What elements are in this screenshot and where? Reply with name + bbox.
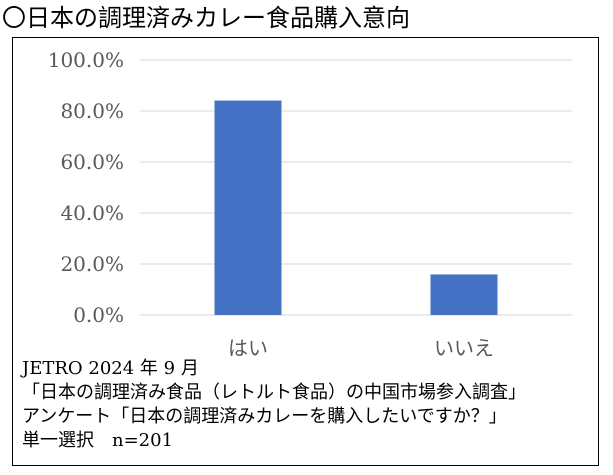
y-tick-label: 100.0% — [48, 48, 124, 72]
chart-title: 〇日本の調理済みカレー食品購入意向 — [2, 4, 410, 32]
x-tick-label: いいえ — [434, 336, 494, 360]
x-tick-label: はい — [228, 336, 268, 360]
bar — [214, 100, 282, 315]
sample-info-line: 単一選択 n=201 — [22, 430, 174, 451]
y-tick-label: 80.0% — [60, 99, 124, 123]
survey-title-line: 「日本の調理済み食品（レトルト食品）の中国市場参入調査」 — [22, 382, 526, 403]
chart-frame — [12, 37, 599, 466]
source-line: JETRO 2024 年 9 月 — [22, 358, 199, 379]
y-tick-label: 40.0% — [60, 201, 124, 225]
y-tick-label: 20.0% — [60, 252, 124, 276]
survey-question-line: アンケート「日本の調理済みカレーを購入したいですか？」 — [22, 406, 507, 427]
y-tick-label: 0.0% — [73, 303, 124, 327]
bar — [430, 274, 498, 315]
y-tick-label: 60.0% — [60, 150, 124, 174]
